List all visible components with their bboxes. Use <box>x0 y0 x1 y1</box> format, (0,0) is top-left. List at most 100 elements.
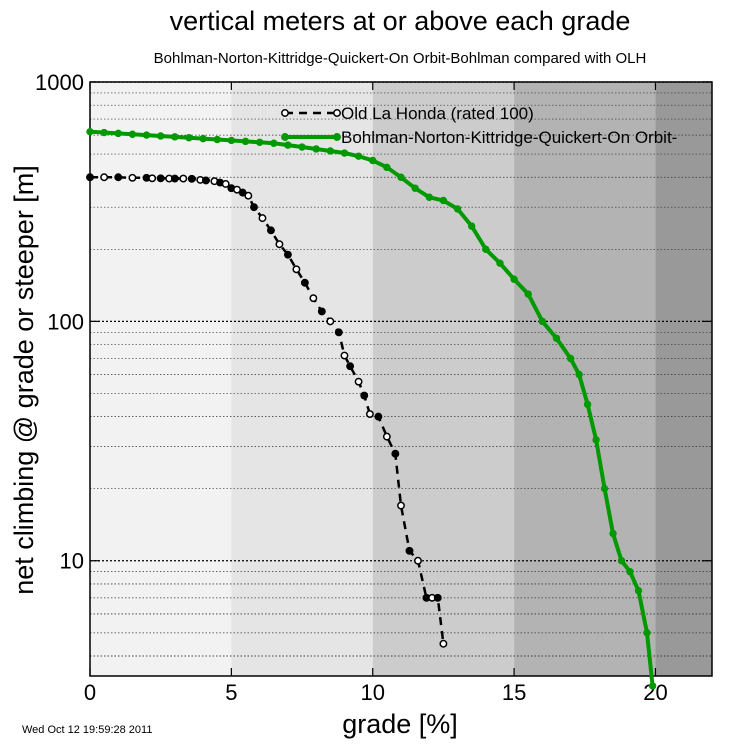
data-point <box>300 278 309 287</box>
data-point <box>255 138 264 146</box>
data-point <box>270 139 278 147</box>
x-tick-label: 5 <box>225 680 237 705</box>
data-point <box>100 173 109 182</box>
data-point <box>648 682 657 690</box>
data-point <box>609 529 617 538</box>
data-point <box>275 240 284 249</box>
data-point <box>340 351 349 360</box>
data-point <box>298 143 306 151</box>
timestamp: Wed Oct 12 19:59:28 2011 <box>22 724 152 736</box>
data-point <box>405 546 414 555</box>
data-point <box>369 156 377 165</box>
x-axis-label: grade [%] <box>342 709 458 739</box>
data-point <box>433 593 442 602</box>
data-point <box>510 275 518 283</box>
chart-subtitle: Bohlman-Norton-Kittridge-Quickert-On Orb… <box>154 50 647 67</box>
data-point <box>575 370 583 379</box>
data-point <box>100 128 108 137</box>
data-point <box>221 180 230 188</box>
data-point <box>142 131 151 139</box>
legend-marker <box>281 109 289 117</box>
background-band <box>372 82 515 676</box>
y-axis-label: net climbing @ grade or steeper [m] <box>9 165 39 595</box>
data-point <box>634 586 643 595</box>
data-point <box>524 290 532 298</box>
data-point <box>334 328 343 337</box>
data-point <box>284 141 292 149</box>
data-point <box>425 193 433 201</box>
data-point <box>482 245 490 254</box>
data-point <box>411 184 419 192</box>
data-point <box>583 400 592 409</box>
data-point <box>250 203 258 212</box>
legend-marker <box>333 109 341 117</box>
data-point <box>383 163 391 172</box>
data-point <box>187 174 196 183</box>
data-point <box>326 317 335 326</box>
data-point <box>179 174 188 183</box>
data-point <box>199 134 207 143</box>
data-point <box>128 130 137 138</box>
data-point <box>292 265 301 274</box>
data-point <box>128 173 137 182</box>
series-line-olh <box>90 176 445 644</box>
data-point <box>114 129 122 138</box>
data-point <box>326 147 335 155</box>
data-point <box>566 354 575 363</box>
legend-label: Bohlman-Norton-Kittridge-Quickert-On Orb… <box>341 128 677 147</box>
data-point <box>354 152 363 160</box>
data-point <box>397 173 405 181</box>
data-point <box>496 259 504 267</box>
background-band <box>231 82 373 676</box>
data-point <box>354 377 363 386</box>
data-point <box>185 134 193 142</box>
chart-title: vertical meters at or above each grade <box>170 6 631 36</box>
data-point <box>592 436 600 444</box>
data-point <box>414 556 422 565</box>
data-point <box>148 174 157 183</box>
data-point <box>317 307 326 316</box>
data-point <box>626 567 634 576</box>
data-point <box>374 412 383 421</box>
data-point <box>309 294 318 303</box>
data-point <box>600 484 609 493</box>
data-point <box>340 149 349 157</box>
data-point <box>643 629 651 637</box>
data-point <box>439 639 448 648</box>
data-point <box>312 145 320 153</box>
y-tick-label: 1000 <box>35 70 84 95</box>
data-point <box>453 205 462 213</box>
data-point <box>283 250 292 259</box>
data-point <box>201 176 210 185</box>
data-point <box>213 135 221 144</box>
data-point <box>156 132 165 140</box>
x-tick-label: 10 <box>360 680 384 705</box>
y-tick-label: 100 <box>47 309 84 334</box>
data-point <box>170 174 179 183</box>
data-point <box>156 174 165 183</box>
data-point <box>538 317 547 326</box>
legend-marker <box>281 133 289 141</box>
x-tick-label: 15 <box>502 680 526 705</box>
data-point <box>552 334 561 342</box>
data-point <box>439 196 448 205</box>
background-band <box>655 82 712 676</box>
legend-label: Old La Honda (rated 100) <box>341 104 534 123</box>
plot-frame <box>89 81 713 677</box>
data-point <box>244 191 253 200</box>
data-point <box>467 222 476 230</box>
data-point <box>617 557 626 565</box>
data-point <box>114 173 123 182</box>
legend-marker <box>333 133 341 141</box>
data-point <box>360 391 369 400</box>
background-band <box>514 82 656 676</box>
data-point <box>365 410 374 419</box>
data-point <box>397 501 405 510</box>
data-point <box>258 214 267 223</box>
y-tick-label: 10 <box>60 549 84 574</box>
data-point <box>241 137 250 146</box>
background-band <box>90 82 232 676</box>
data-point <box>391 449 400 458</box>
